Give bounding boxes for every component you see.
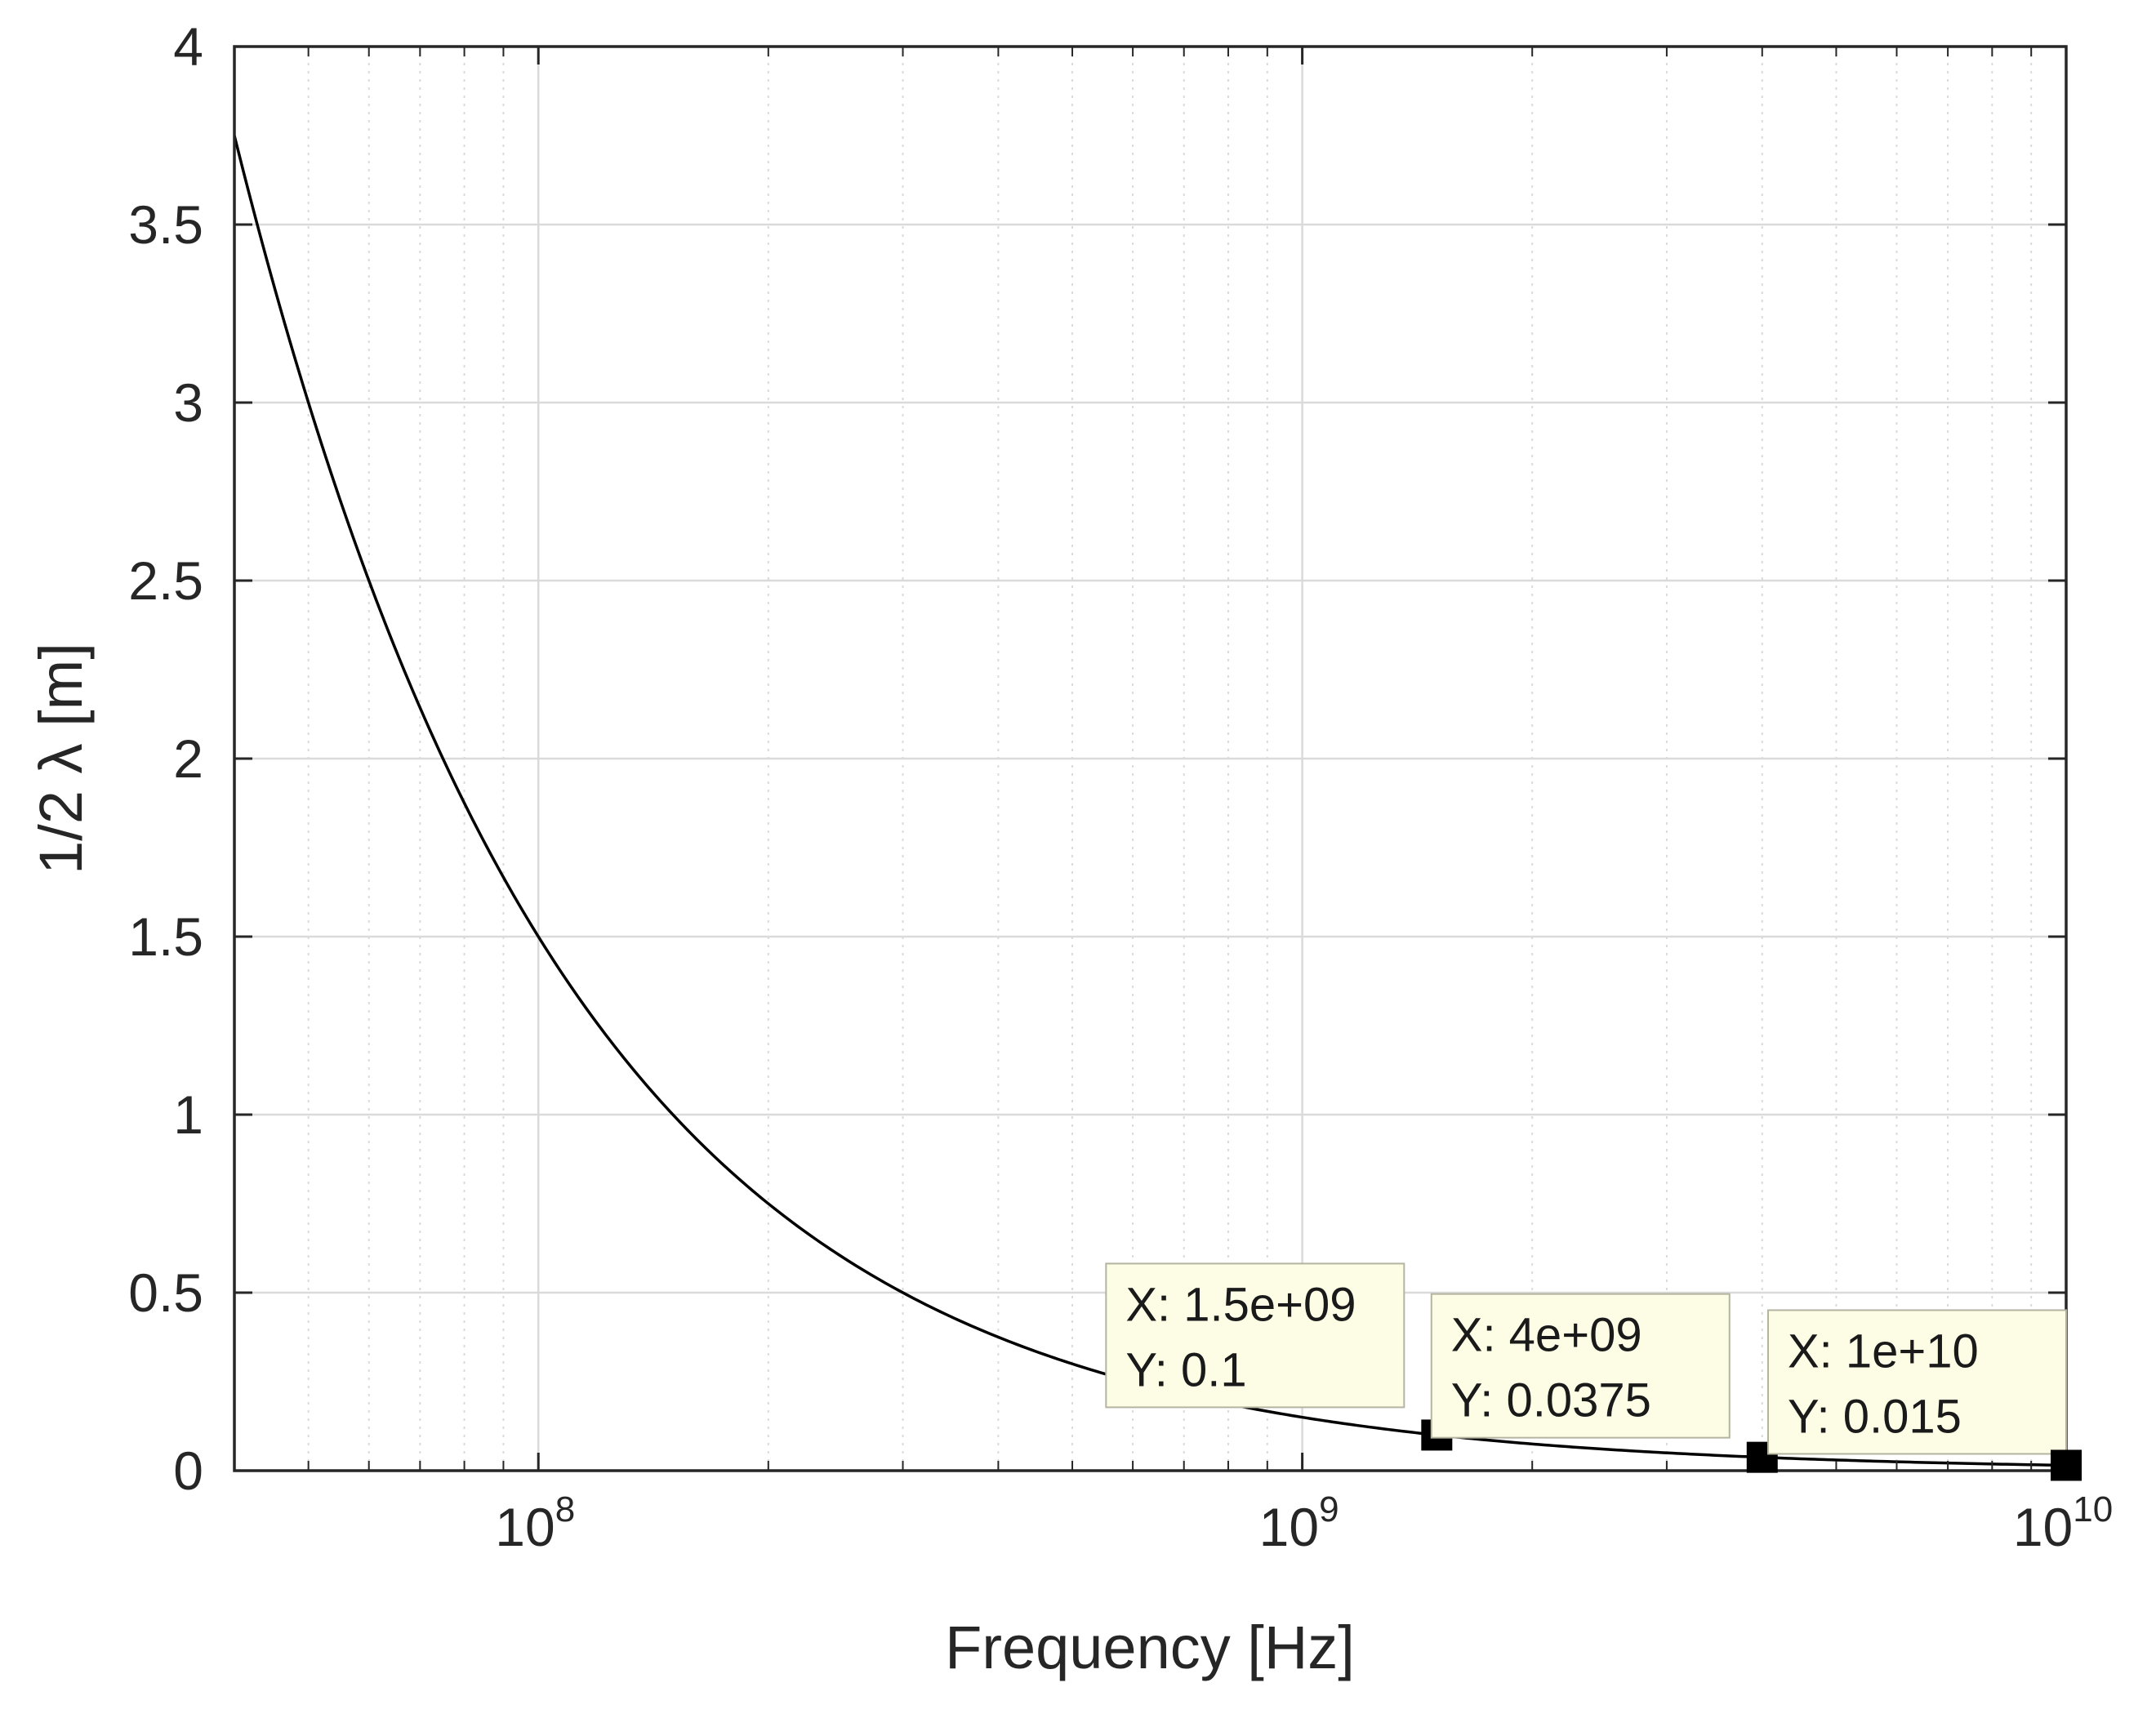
y-tick-label: 4 — [173, 16, 203, 77]
datatip-y-label: Y: 0.0375 — [1451, 1374, 1651, 1427]
datatip: X: 4e+09 Y: 0.0375 — [1430, 1293, 1778, 1473]
y-tick-label: 2 — [173, 728, 203, 789]
y-axis-label: 1/2 λ [m] — [27, 643, 95, 875]
y-tick-labels: 0 0.5 1 1.5 2 2.5 3 3.5 4 — [128, 16, 203, 1501]
major-grid — [234, 47, 2066, 1471]
y-tick-label: 2.5 — [128, 550, 203, 611]
y-tick-label: 3.5 — [128, 194, 203, 255]
x-axis-label: Frequency [Hz] — [945, 1614, 1355, 1681]
datatip-y-label: Y: 0.015 — [1788, 1390, 1962, 1443]
datatip-x-label: X: 1e+10 — [1788, 1324, 1979, 1378]
y-tick-label: 0 — [173, 1440, 203, 1501]
y-tick-label: 3 — [173, 372, 203, 433]
datatip-x-label: X: 4e+09 — [1451, 1309, 1642, 1362]
y-tick-label: 1 — [173, 1084, 203, 1145]
datatips: X: 1.5e+09 Y: 0.1 X: 4e+09 Y: 0.0375 X: 1e+1… — [1105, 1262, 2082, 1481]
datatip-y-label: Y: 0.1 — [1125, 1343, 1246, 1396]
x-tick-label: 1010 — [2013, 1489, 2113, 1557]
datatip-box — [1767, 1309, 2067, 1455]
axis-ticks — [234, 45, 2068, 1472]
datatip-box — [1105, 1262, 1405, 1409]
y-tick-label: 0.5 — [128, 1262, 203, 1323]
datatip-x-label: X: 1.5e+09 — [1125, 1278, 1356, 1331]
y-tick-label: 1.5 — [128, 906, 203, 967]
x-tick-label: 108 — [495, 1489, 575, 1557]
datatip: X: 1e+10 Y: 0.015 — [1767, 1309, 2082, 1481]
x-tick-label: 109 — [1259, 1489, 1339, 1557]
datatip-marker — [2051, 1449, 2082, 1481]
datatip-box — [1430, 1293, 1731, 1439]
x-tick-labels: 108 109 1010 — [495, 1489, 2113, 1557]
datatip: X: 1.5e+09 Y: 0.1 — [1105, 1262, 1453, 1451]
